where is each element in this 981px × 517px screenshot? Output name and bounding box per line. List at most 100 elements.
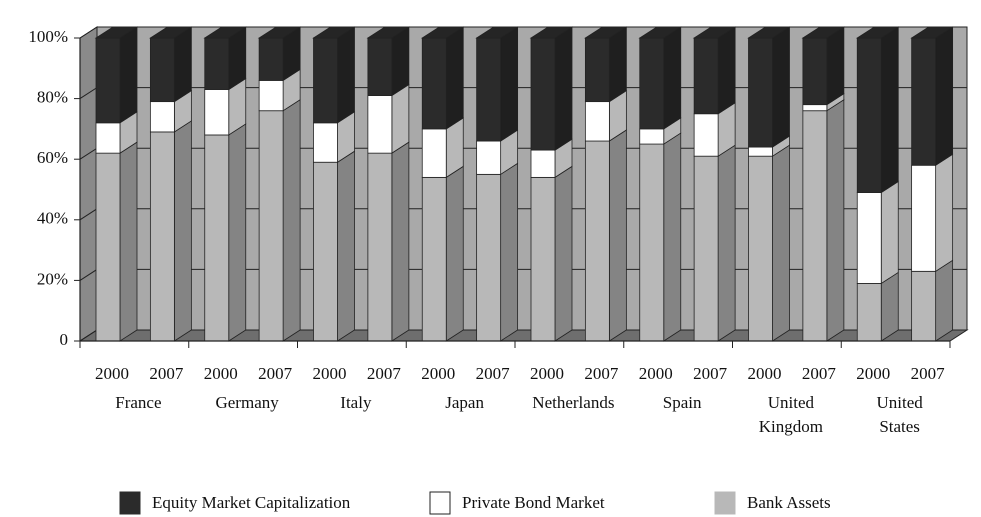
- bar-segment: [748, 155, 773, 342]
- bar-segment: [204, 134, 230, 342]
- left-wall: [79, 26, 98, 342]
- group-label: Japan: [445, 393, 484, 412]
- bar-segment: [367, 152, 393, 342]
- bar-segment: [367, 95, 393, 154]
- x-tick-label: 2007: [693, 364, 728, 383]
- bar-segment: [258, 110, 284, 342]
- y-tick-label: 40%: [37, 209, 68, 228]
- bar-segment: [639, 143, 665, 342]
- x-tick-label: 2007: [584, 364, 619, 383]
- bar-side: [282, 98, 301, 342]
- bar-top: [747, 26, 791, 39]
- group-label: France: [115, 393, 162, 412]
- bar-segment: [476, 173, 502, 342]
- bar-top: [94, 26, 139, 39]
- bar-side: [500, 26, 519, 142]
- bar-segment: [856, 37, 882, 193]
- bar-segment: [802, 104, 828, 112]
- bar-side: [391, 83, 410, 154]
- bar-top: [257, 26, 302, 39]
- bar-top: [584, 26, 628, 39]
- bar-side: [391, 141, 410, 342]
- bar-side: [826, 98, 845, 342]
- bar-segment: [204, 89, 230, 136]
- y-tick-label: 100%: [28, 27, 68, 46]
- bar-side: [445, 26, 464, 130]
- x-tick-label: 2007: [258, 364, 293, 383]
- bar-segment: [584, 101, 610, 142]
- bar-side: [608, 129, 627, 342]
- x-tick-label: 2000: [639, 364, 673, 383]
- group-label: United Kingdom: [758, 393, 823, 436]
- bar-top: [910, 26, 954, 39]
- bar-segment: [313, 37, 338, 124]
- bar-segment: [911, 164, 937, 272]
- bar-top: [149, 26, 193, 39]
- bar-segment: [693, 155, 719, 342]
- group-label: Italy: [340, 393, 372, 412]
- bar-top: [366, 26, 411, 39]
- x-tick-label: 2007: [911, 364, 946, 383]
- bar-side: [337, 26, 355, 124]
- bar-segment: [258, 37, 284, 81]
- bar-segment: [693, 37, 719, 115]
- bar-side: [608, 26, 627, 103]
- legend-label: Equity Market Capitalization: [152, 493, 351, 512]
- bar-segment: [584, 37, 610, 103]
- group-label: Germany: [215, 393, 279, 412]
- bar-segment: [639, 128, 665, 145]
- y-tick-label: 20%: [37, 269, 68, 288]
- bar-segment: [530, 37, 556, 151]
- x-tick-label: 2000: [421, 364, 455, 383]
- bar-segment: [911, 270, 937, 342]
- x-tick-label: 2000: [748, 364, 782, 383]
- legend-swatch: [119, 491, 141, 515]
- bar-segment: [95, 122, 121, 154]
- bar-side: [663, 132, 682, 342]
- legend-label: Bank Assets: [747, 493, 831, 512]
- bar-segment: [258, 80, 284, 112]
- bar-side: [445, 165, 464, 342]
- x-tick-label: 2000: [313, 364, 347, 383]
- bar-segment: [421, 37, 447, 130]
- x-tick-label: 2007: [367, 364, 402, 383]
- bar-side: [935, 26, 954, 166]
- bar-side: [173, 26, 192, 103]
- bar-top: [312, 26, 356, 39]
- bar-segment: [584, 140, 610, 342]
- bar-side: [554, 26, 573, 151]
- bar-segment: [530, 149, 556, 178]
- bar-side: [119, 26, 138, 124]
- bar-segment: [911, 37, 937, 166]
- bar-segment: [149, 131, 175, 342]
- group-label: United States: [876, 393, 923, 436]
- bar-segment: [313, 122, 338, 163]
- bar-segment: [149, 101, 175, 133]
- x-tick-label: 2000: [856, 364, 890, 383]
- bar-segment: [856, 192, 882, 284]
- bar-side: [119, 141, 138, 342]
- bar-top: [801, 26, 846, 39]
- legend-swatch: [429, 491, 451, 515]
- bar-side: [935, 153, 954, 273]
- bar-segment: [856, 283, 882, 342]
- bar-top: [638, 26, 683, 39]
- bar-side: [663, 26, 682, 130]
- bar-segment: [149, 37, 175, 103]
- y-tick-label: 0: [60, 330, 69, 349]
- bar-segment: [204, 37, 230, 90]
- bar-segment: [421, 128, 447, 178]
- x-tick-label: 2000: [204, 364, 238, 383]
- bar-segment: [421, 176, 447, 342]
- legend-label: Private Bond Market: [462, 493, 605, 512]
- bar-segment: [802, 110, 828, 342]
- bar-segment: [748, 37, 773, 148]
- y-tick-label: 60%: [37, 148, 68, 167]
- bar-side: [880, 271, 899, 342]
- bar-side: [554, 165, 573, 342]
- bar-segment: [367, 37, 393, 96]
- bar-top: [692, 26, 737, 39]
- x-tick-label: 2007: [149, 364, 184, 383]
